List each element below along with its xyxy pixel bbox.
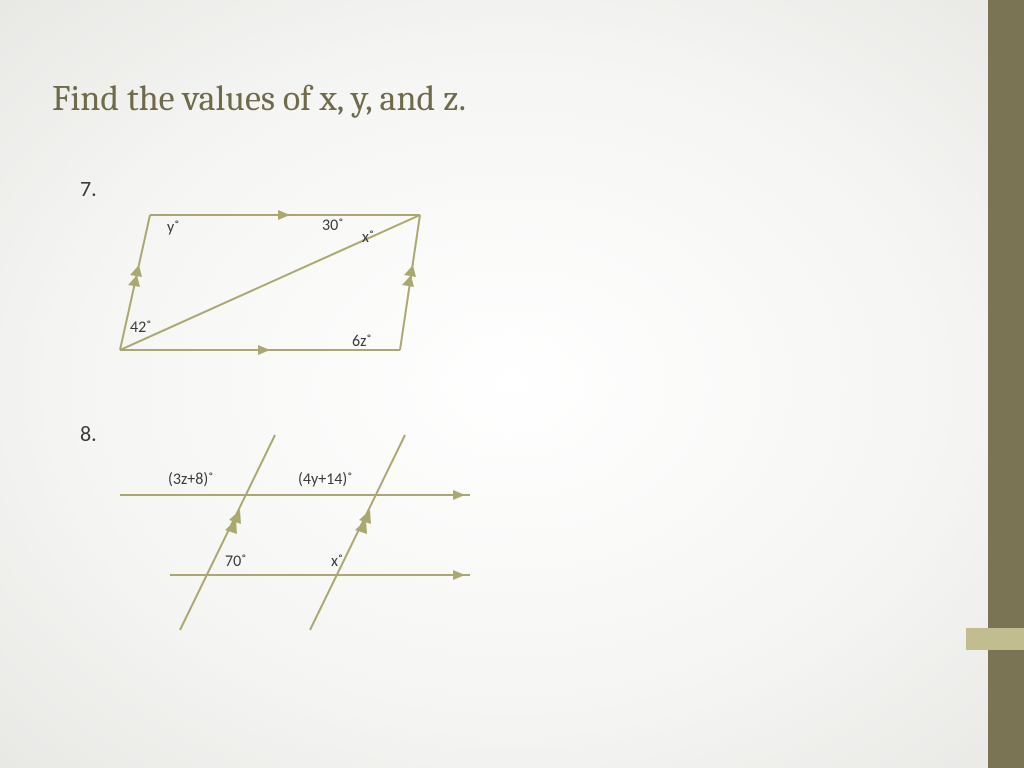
p8-label-3z8: (3z+8)˚ bbox=[168, 470, 213, 489]
problem-8-number: 8. bbox=[80, 420, 97, 447]
problem-7-diagram bbox=[100, 195, 440, 365]
p7-label-6z: 6z˚ bbox=[352, 332, 372, 351]
p8-label-x: x˚ bbox=[331, 552, 343, 571]
p8-label-70: 70˚ bbox=[225, 552, 246, 571]
p8-label-4y14: (4y+14)˚ bbox=[298, 470, 352, 489]
problem-8-diagram bbox=[110, 430, 490, 640]
sidebar-dark-stripe bbox=[988, 0, 1024, 768]
page-title: Find the values of x, y, and z. bbox=[52, 78, 466, 119]
p7-label-y: y˚ bbox=[167, 218, 179, 237]
p7-label-x: x˚ bbox=[362, 228, 374, 247]
p7-label-42: 42˚ bbox=[130, 318, 151, 337]
problem-7-number: 7. bbox=[80, 175, 97, 202]
sidebar-light-block bbox=[966, 628, 1024, 650]
p7-label-30: 30˚ bbox=[322, 216, 343, 235]
